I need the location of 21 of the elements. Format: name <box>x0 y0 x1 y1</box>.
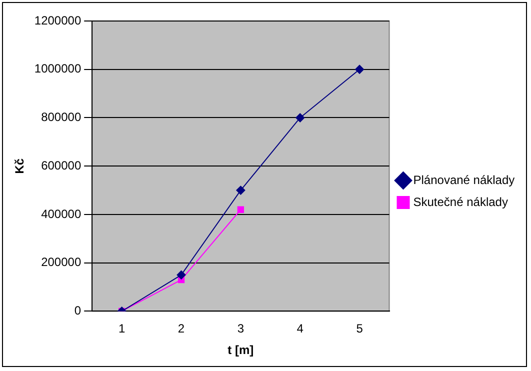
point <box>236 186 246 195</box>
point <box>355 64 364 74</box>
x-tick-label: 4 <box>296 322 304 336</box>
point <box>237 206 244 213</box>
x-axis-title: t [m] <box>228 343 254 358</box>
y-axis-title: Kč <box>12 158 27 174</box>
y-tick-label: 400000 <box>41 206 82 221</box>
x-tick-label: 1 <box>118 322 126 336</box>
y-tick-label: 0 <box>74 304 82 318</box>
point <box>296 113 305 122</box>
y-tick-label: 200000 <box>41 255 82 270</box>
point <box>176 270 186 280</box>
legend-label: Plánované náklady <box>413 172 515 187</box>
y-tick-label: 800000 <box>41 110 82 124</box>
y-tick-label: 1200000 <box>34 13 82 28</box>
x-tick-label: 3 <box>237 322 244 336</box>
x-tick-label: 5 <box>356 322 364 336</box>
y-tick-label: 1000000 <box>34 62 82 76</box>
legend-label: Skutečné náklady <box>413 194 508 209</box>
x-tick-label: 2 <box>178 322 185 336</box>
y-tick-label: 600000 <box>41 158 82 172</box>
